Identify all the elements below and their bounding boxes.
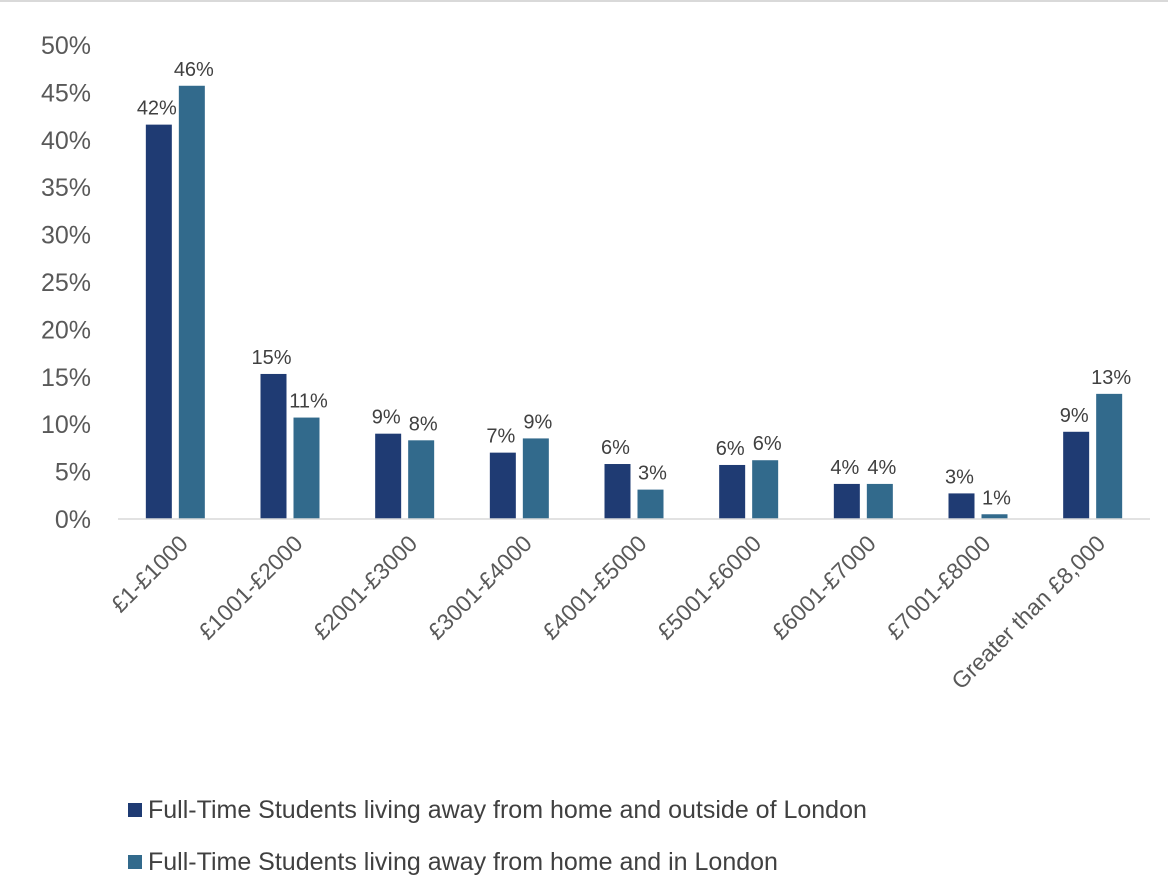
data-label-in-london: 11% — [289, 391, 328, 413]
y-tick-label: 50% — [41, 32, 91, 60]
y-tick-label: 10% — [41, 411, 91, 439]
bar-in-london — [637, 489, 664, 519]
y-tick-label: 5% — [55, 459, 91, 487]
bar-in-london — [522, 438, 549, 519]
data-label-outside-london: 6% — [601, 437, 630, 459]
bar-in-london — [408, 440, 435, 519]
data-label-outside-london: 9% — [372, 407, 401, 429]
x-tick-label: £2001-£3000 — [308, 530, 422, 644]
bar-outside-london — [604, 464, 631, 519]
x-tick-label: £1001-£2000 — [193, 530, 307, 644]
legend: Full-Time Students living away from home… — [128, 784, 867, 888]
x-tick-label: £6001-£7000 — [767, 530, 881, 644]
y-tick-label: 0% — [55, 506, 91, 534]
bars — [145, 85, 1123, 520]
data-label-in-london: 6% — [753, 433, 782, 455]
bar-outside-london — [375, 433, 402, 519]
bar-outside-london — [948, 493, 975, 519]
y-tick-label: 25% — [41, 269, 91, 297]
data-label-outside-london: 42% — [137, 98, 177, 120]
bar-in-london — [866, 483, 893, 519]
data-label-in-london: 46% — [174, 59, 214, 81]
y-tick-label: 30% — [41, 222, 91, 250]
y-tick-label: 15% — [41, 364, 91, 392]
y-tick-label: 20% — [41, 316, 91, 344]
data-labels: 42%46%15%11%9% 8%7%9%6%3%6% 6%4% 4% 3%1%9%13… — [137, 59, 1132, 509]
x-tick-label: £7001-£8000 — [881, 530, 995, 644]
data-label-in-london: 9% — [523, 411, 552, 433]
bar-outside-london — [719, 464, 746, 519]
y-tick-label: 40% — [41, 127, 91, 155]
bar-in-london — [981, 514, 1008, 519]
legend-label-in-london: Full-Time Students living away from home… — [148, 847, 778, 876]
legend-label-outside-london: Full-Time Students living away from home… — [148, 795, 867, 824]
bar-outside-london — [833, 483, 860, 519]
data-label-in-london: 1% — [982, 487, 1011, 509]
bar-outside-london — [489, 452, 516, 519]
data-label-outside-london: 6% — [716, 438, 745, 460]
y-tick-label: 45% — [41, 79, 91, 107]
bar-in-london — [1096, 393, 1123, 519]
data-label-in-london: 8% — [409, 413, 438, 435]
legend-swatch-in-london — [128, 855, 142, 869]
x-tick-label: £5001-£6000 — [652, 530, 766, 644]
legend-item-in-london: Full-Time Students living away from home… — [128, 836, 867, 888]
bar-in-london — [752, 460, 779, 519]
y-axis: 0% 5% 10% 15% 20% 25% 30% 35% 40% 45% 50% — [41, 32, 91, 534]
data-label-outside-london: 4% — [830, 457, 859, 479]
x-tick-label: £4001-£5000 — [537, 530, 651, 644]
x-axis: £1-£1000 £1001-£2000 £2001-£3000 £3001-£400… — [106, 530, 1110, 694]
legend-item-outside-london: Full-Time Students living away from home… — [128, 784, 867, 836]
y-tick-label: 35% — [41, 174, 91, 202]
data-label-in-london: 13% — [1091, 367, 1131, 389]
x-tick-label: £1-£1000 — [106, 530, 193, 617]
data-label-outside-london: 3% — [945, 466, 974, 488]
bar-outside-london — [1063, 431, 1090, 519]
bar-in-london — [178, 85, 205, 519]
data-label-outside-london: 15% — [251, 347, 291, 369]
data-label-outside-london: 7% — [486, 426, 515, 448]
bar-in-london — [293, 417, 320, 519]
data-label-in-london: 3% — [638, 463, 667, 485]
legend-swatch-outside-london — [128, 803, 142, 817]
bar-outside-london — [145, 124, 172, 520]
data-label-outside-london: 9% — [1060, 405, 1089, 427]
x-tick-label: £3001-£4000 — [423, 530, 537, 644]
data-label-in-london: 4% — [867, 457, 896, 479]
bar-outside-london — [260, 373, 287, 519]
